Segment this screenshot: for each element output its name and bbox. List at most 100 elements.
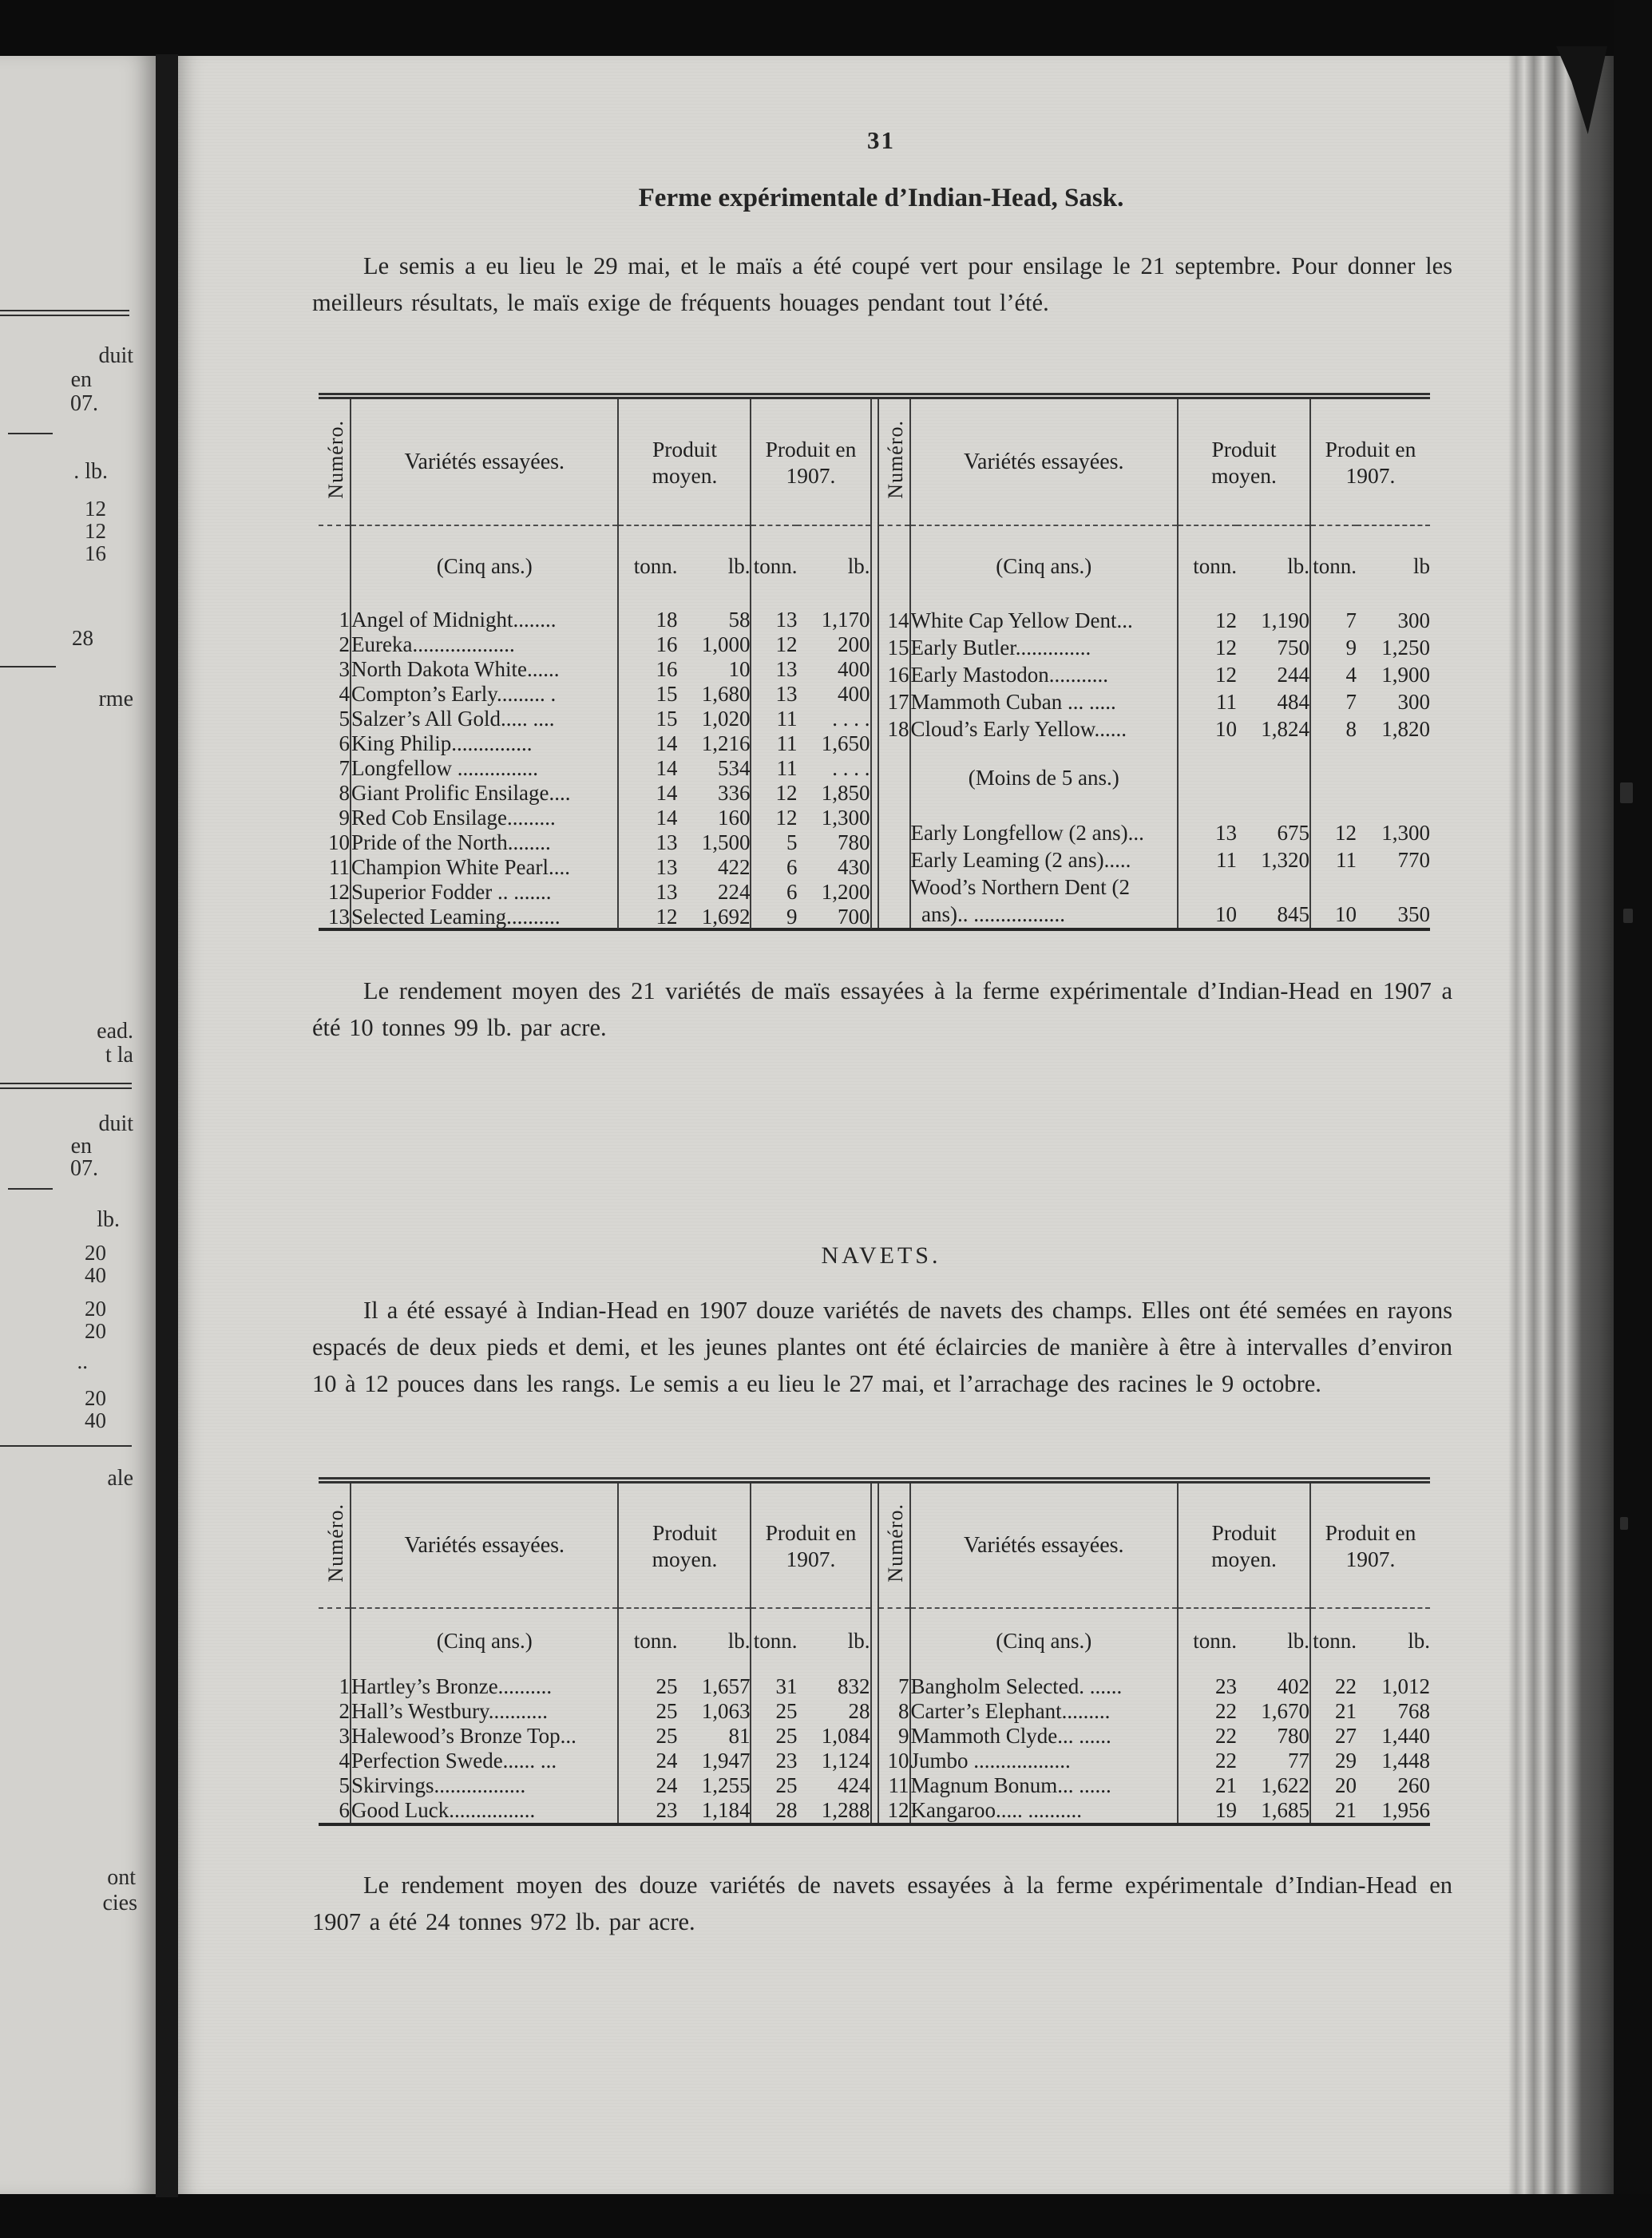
unit-lb: lb.: [847, 1629, 870, 1653]
produit-1907-lb: 1,250: [1381, 635, 1430, 660]
produit-1907-tonnes: 25: [750, 1773, 798, 1798]
table-row: 10 Pride of the North........ 13 1,500 5…: [319, 830, 871, 854]
text-fragment: lb.: [97, 1207, 120, 1232]
produit-1907-lb: 1,956: [1381, 1798, 1430, 1823]
empty-cell: [1237, 793, 1310, 819]
empty-cell: [1176, 763, 1237, 794]
produit-1907-lb: 1,170: [821, 607, 870, 632]
row-number: 7: [339, 755, 351, 780]
table-row: 2 Eureka................... 16 1,000 12 …: [319, 632, 871, 656]
produit-moyen-tonnes: 15: [617, 706, 678, 731]
produit-1907-tonnes: 11: [750, 731, 798, 755]
variety-name: Early Butler..............: [909, 633, 1178, 661]
produit-moyen-lb: 1,216: [701, 731, 751, 755]
table-row: 9 Red Cob Ensilage......... 14 160 12 1,…: [319, 805, 871, 830]
row-number: 2: [339, 1698, 351, 1723]
produit-1907-lb: 200: [838, 632, 870, 656]
produit-moyen-tonnes: 10: [1176, 715, 1237, 743]
produit-1907-tonnes: 11: [1309, 846, 1357, 874]
produit-1907-tonnes: 13: [750, 656, 798, 681]
produit-moyen-lb: 1,020: [701, 706, 751, 731]
turnip-table-right-half: Numéro. Variétés essayées. Produit moyen…: [877, 1483, 1430, 1823]
produit-1907-tonnes: 7: [1309, 607, 1357, 634]
produit-moyen-lb: 10: [728, 656, 751, 681]
produit-moyen-lb: 1,500: [701, 830, 751, 854]
text-fragment: rme: [98, 687, 133, 711]
column-header-produit-moyen: Produit moyen.: [617, 1483, 751, 1609]
variety-name: Early Longfellow (2 ans)...: [909, 819, 1178, 847]
produit-1907-tonnes: 4: [1309, 660, 1357, 688]
produit-moyen-lb: 1,824: [1261, 716, 1309, 741]
produit-moyen-lb: 224: [717, 879, 751, 904]
table-row: 5 Salzer’s All Gold..... .... 15 1,020 1…: [319, 706, 871, 731]
produit-1907-lb: 424: [838, 1773, 870, 1798]
moins-de-5-ans-label: (Moins de 5 ans.): [909, 763, 1178, 794]
produit-1907-tonnes: 29: [1309, 1748, 1357, 1773]
rule-fragment: [8, 433, 53, 434]
produit-1907-lb: 1,084: [821, 1723, 870, 1748]
row-number: 9: [898, 1723, 909, 1748]
produit-moyen-tonnes: 14: [617, 755, 678, 780]
produit-1907-lb: 1,300: [821, 805, 870, 830]
produit-moyen-lb: 1,947: [701, 1749, 751, 1773]
produit-1907-tonnes: 6: [750, 879, 798, 904]
produit-moyen-lb: 1,670: [1261, 1698, 1309, 1723]
table-row: 14 White Cap Yellow Dent... 12 1,190 7 3…: [878, 607, 1430, 634]
produit-moyen-lb: 1,255: [701, 1773, 751, 1798]
table-row: 6 King Philip............... 14 1,216 11…: [319, 731, 871, 755]
number-fragment: 20: [85, 1319, 106, 1343]
text-fragment: t la: [105, 1043, 133, 1068]
text-fragment: . lb.: [73, 459, 108, 484]
produit-1907-lb: 770: [1397, 848, 1431, 873]
empty-cell: [878, 1608, 910, 1674]
row-number: 17: [887, 689, 909, 714]
text-fragment: 07.: [70, 1156, 98, 1181]
numero-label: Numéro.: [323, 419, 347, 499]
page-edge-stripes: [1508, 56, 1614, 2194]
column-header-varieties: Variétés essayées.: [909, 1483, 1178, 1609]
unit-tonn: tonn.: [1309, 525, 1357, 607]
produit-moyen-lb: 1,320: [1261, 848, 1309, 873]
variety-name: ans).. .................: [909, 901, 1178, 928]
produit-moyen-tonnes: 23: [1176, 1674, 1237, 1699]
produit-1907-lb: 780: [838, 830, 870, 854]
produit-moyen-tonnes: 12: [1176, 660, 1237, 688]
table-row: Early Longfellow (2 ans)... 13 675 12 1,…: [878, 819, 1430, 847]
table-row: 13 Selected Leaming.......... 12 1,692 9…: [319, 904, 871, 929]
column-header-varieties: Variétés essayées.: [349, 1483, 619, 1609]
variety-name: Magnum Bonum... ......: [909, 1773, 1178, 1798]
corn-table-left-half: Numéro. Variétés essayées. Produit moyen…: [319, 399, 872, 929]
turnip-yield-table: Numéro. Variétés essayées. Produit moyen…: [319, 1477, 1430, 1826]
produit-moyen-tonnes: 13: [617, 879, 678, 904]
produit-1907-tonnes: 25: [750, 1698, 798, 1724]
subheader-cinq-ans: (Cinq ans.): [349, 1608, 619, 1674]
row-number: [878, 846, 910, 873]
produit-1907-tonnes: 13: [750, 681, 798, 706]
produit-moyen-tonnes: 10: [1176, 901, 1237, 928]
produit-1907-lb: 28: [848, 1698, 870, 1723]
produit-moyen-lb: 422: [717, 854, 751, 879]
produit-1907-tonnes: 12: [1309, 819, 1357, 847]
table-row: 9 Mammoth Clyde... ...... 22 780 27 1,44…: [878, 1723, 1430, 1749]
number-fragment: 12: [85, 519, 106, 543]
row-number: 2: [339, 632, 351, 656]
produit-1907-lb: 1,448: [1381, 1749, 1430, 1773]
text-fragment: ont: [107, 1865, 136, 1890]
scan-speck: [1620, 1517, 1628, 1530]
produit-moyen-lb: 484: [1277, 689, 1309, 714]
empty-cell: [909, 742, 1178, 764]
row-number: [878, 901, 910, 928]
produit-1907-tonnes: 9: [1309, 633, 1357, 661]
produit-1907-lb: 400: [838, 656, 870, 681]
empty-cell: [1357, 763, 1430, 793]
table-row: 12 Kangaroo..... .......... 19 1,685 21 …: [878, 1797, 1430, 1823]
navets-heading: NAVETS.: [821, 1242, 941, 1269]
corn-table-right-half: Numéro. Variétés essayées. Produit moyen…: [877, 399, 1431, 928]
unit-tonn: tonn.: [750, 525, 798, 607]
page: 31 Ferme expérimentale d’Indian-Head, Sa…: [178, 46, 1633, 2194]
produit-moyen-tonnes: 25: [617, 1674, 678, 1699]
produit-1907-lb: . . . .: [832, 706, 870, 731]
text-fragment: duit: [98, 1111, 133, 1136]
produit-1907-tonnes: 28: [750, 1797, 798, 1823]
produit-moyen-lb: 1,190: [1261, 608, 1309, 632]
